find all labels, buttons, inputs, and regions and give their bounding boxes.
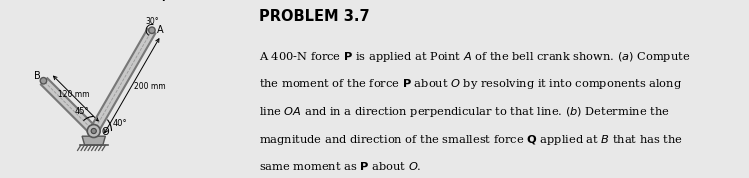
Text: A: A — [157, 25, 163, 35]
Text: PROBLEM 3.7: PROBLEM 3.7 — [258, 9, 369, 24]
Text: 40°: 40° — [113, 119, 128, 128]
Polygon shape — [82, 136, 106, 145]
Circle shape — [40, 77, 46, 84]
Text: A 400-N force $\mathbf{P}$ is applied at Point $A$ of the bell crank shown. $(a): A 400-N force $\mathbf{P}$ is applied at… — [258, 50, 690, 64]
Text: 45°: 45° — [74, 107, 89, 116]
Text: 120 mm: 120 mm — [58, 90, 89, 99]
Polygon shape — [90, 28, 156, 133]
Text: line $OA$ and in a direction perpendicular to that line. $(b)$ Determine the: line $OA$ and in a direction perpendicul… — [258, 105, 669, 119]
Circle shape — [88, 125, 100, 137]
Text: 30°: 30° — [145, 17, 159, 26]
Circle shape — [148, 27, 155, 33]
Text: O: O — [101, 127, 109, 137]
Circle shape — [91, 129, 97, 134]
Text: 200 mm: 200 mm — [134, 82, 166, 91]
Text: same moment as $\mathbf{P}$ about $O$.: same moment as $\mathbf{P}$ about $O$. — [258, 160, 421, 172]
Text: B: B — [34, 71, 41, 82]
Text: magnitude and direction of the smallest force $\mathbf{Q}$ applied at $B$ that h: magnitude and direction of the smallest … — [258, 133, 682, 147]
Polygon shape — [40, 78, 97, 134]
Text: P: P — [161, 0, 168, 3]
Text: the moment of the force $\mathbf{P}$ about $O$ by resolving it into components a: the moment of the force $\mathbf{P}$ abo… — [258, 77, 682, 91]
